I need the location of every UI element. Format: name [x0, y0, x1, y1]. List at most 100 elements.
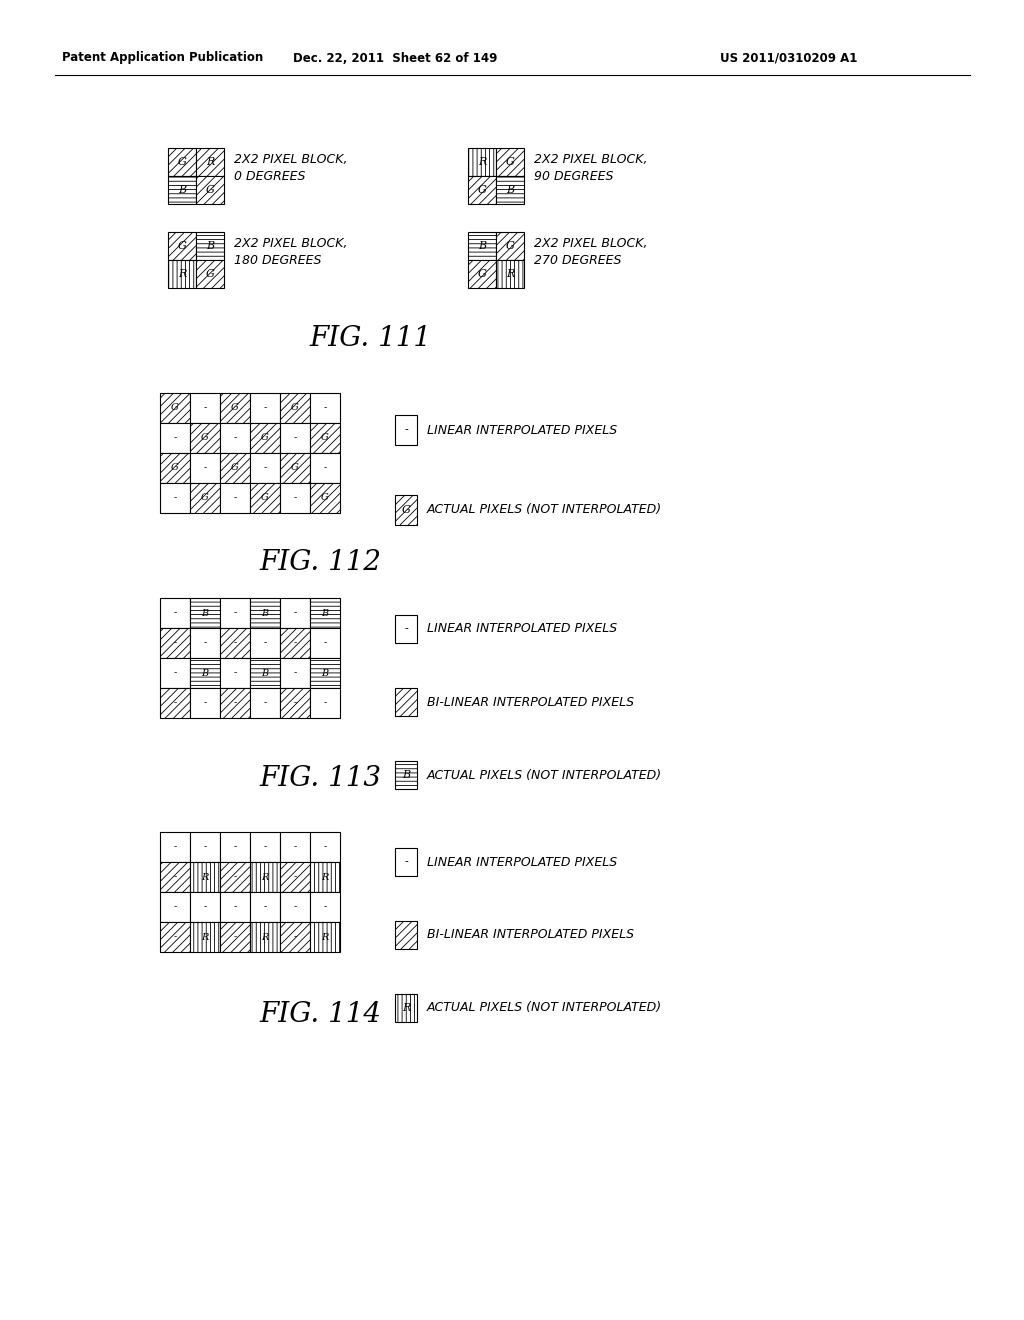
Bar	[310, 453, 340, 483]
Bar	[310, 832, 340, 862]
Bar	[468, 148, 496, 176]
Bar	[196, 176, 224, 205]
Bar	[468, 260, 496, 288]
Bar	[250, 892, 280, 921]
Bar	[196, 260, 224, 288]
Bar	[310, 862, 340, 892]
Text: R: R	[202, 932, 209, 941]
Text: -: -	[233, 932, 237, 941]
Text: -: -	[233, 842, 237, 851]
Text: -: -	[173, 842, 176, 851]
Text: -: -	[293, 609, 297, 618]
Bar	[395, 921, 417, 949]
Text: -: -	[324, 698, 327, 708]
Text: B: B	[202, 609, 209, 618]
Bar	[220, 393, 250, 422]
Text: -: -	[404, 624, 408, 634]
Bar	[250, 657, 280, 688]
Text: ACTUAL PIXELS (NOT INTERPOLATED): ACTUAL PIXELS (NOT INTERPOLATED)	[427, 768, 663, 781]
Text: -: -	[233, 609, 237, 618]
Bar	[395, 762, 417, 789]
Text: G: G	[401, 506, 411, 515]
Text: FIG. 111: FIG. 111	[309, 325, 431, 351]
Text: -: -	[324, 463, 327, 473]
Bar	[160, 892, 190, 921]
Bar	[250, 483, 280, 513]
Text: R: R	[322, 932, 329, 941]
Bar	[220, 453, 250, 483]
Text: -: -	[293, 433, 297, 442]
Text: -: -	[173, 903, 176, 912]
Text: G: G	[201, 494, 209, 503]
Text: 2X2 PIXEL BLOCK,: 2X2 PIXEL BLOCK,	[534, 153, 647, 166]
Text: -: -	[173, 668, 176, 677]
Bar	[190, 832, 220, 862]
Bar	[190, 921, 220, 952]
Bar	[190, 688, 220, 718]
Bar	[280, 483, 310, 513]
Text: ACTUAL PIXELS (NOT INTERPOLATED): ACTUAL PIXELS (NOT INTERPOLATED)	[427, 1002, 663, 1015]
Bar	[280, 422, 310, 453]
Text: 0 DEGREES: 0 DEGREES	[234, 170, 305, 183]
Text: B: B	[402, 770, 410, 780]
Bar	[496, 232, 524, 260]
Bar	[280, 393, 310, 422]
Text: -: -	[173, 639, 176, 648]
Text: B: B	[322, 668, 329, 677]
Text: -: -	[263, 698, 266, 708]
Text: 90 DEGREES: 90 DEGREES	[534, 170, 613, 183]
Bar	[220, 832, 250, 862]
Text: B: B	[202, 668, 209, 677]
Bar	[250, 598, 280, 628]
Bar	[496, 260, 524, 288]
Text: 2X2 PIXEL BLOCK,: 2X2 PIXEL BLOCK,	[234, 153, 347, 166]
Bar	[160, 657, 190, 688]
Text: -: -	[293, 494, 297, 503]
Bar	[310, 688, 340, 718]
Text: 180 DEGREES: 180 DEGREES	[234, 253, 322, 267]
Text: G: G	[177, 242, 186, 251]
Text: G: G	[206, 185, 214, 195]
Bar	[280, 598, 310, 628]
Text: G: G	[177, 157, 186, 168]
Bar	[280, 892, 310, 921]
Text: -: -	[293, 873, 297, 882]
Text: G: G	[322, 494, 329, 503]
Text: -: -	[204, 404, 207, 412]
Bar	[250, 832, 280, 862]
Text: BI-LINEAR INTERPOLATED PIXELS: BI-LINEAR INTERPOLATED PIXELS	[427, 696, 634, 709]
Text: FIG. 113: FIG. 113	[259, 764, 381, 792]
Text: G: G	[171, 463, 179, 473]
Text: G: G	[171, 404, 179, 412]
Text: -: -	[204, 698, 207, 708]
Bar	[310, 628, 340, 657]
Bar	[196, 232, 224, 260]
Bar	[250, 628, 280, 657]
Text: -: -	[293, 842, 297, 851]
Bar	[395, 615, 417, 643]
Text: -: -	[293, 932, 297, 941]
Text: R: R	[261, 873, 268, 882]
Bar	[395, 495, 417, 525]
Text: -: -	[233, 433, 237, 442]
Text: G: G	[322, 433, 329, 442]
Text: -: -	[404, 425, 408, 436]
Bar	[310, 892, 340, 921]
Bar	[190, 453, 220, 483]
Bar	[250, 422, 280, 453]
Bar	[280, 921, 310, 952]
Bar	[168, 148, 196, 176]
Bar	[160, 862, 190, 892]
Bar	[160, 422, 190, 453]
Bar	[395, 414, 417, 445]
Text: B: B	[261, 609, 268, 618]
Text: -: -	[173, 873, 176, 882]
Bar	[468, 176, 496, 205]
Bar	[196, 148, 224, 176]
Text: R: R	[178, 269, 186, 279]
Bar	[280, 862, 310, 892]
Bar	[220, 422, 250, 453]
Text: G: G	[261, 433, 269, 442]
Bar	[250, 393, 280, 422]
Text: -: -	[263, 404, 266, 412]
